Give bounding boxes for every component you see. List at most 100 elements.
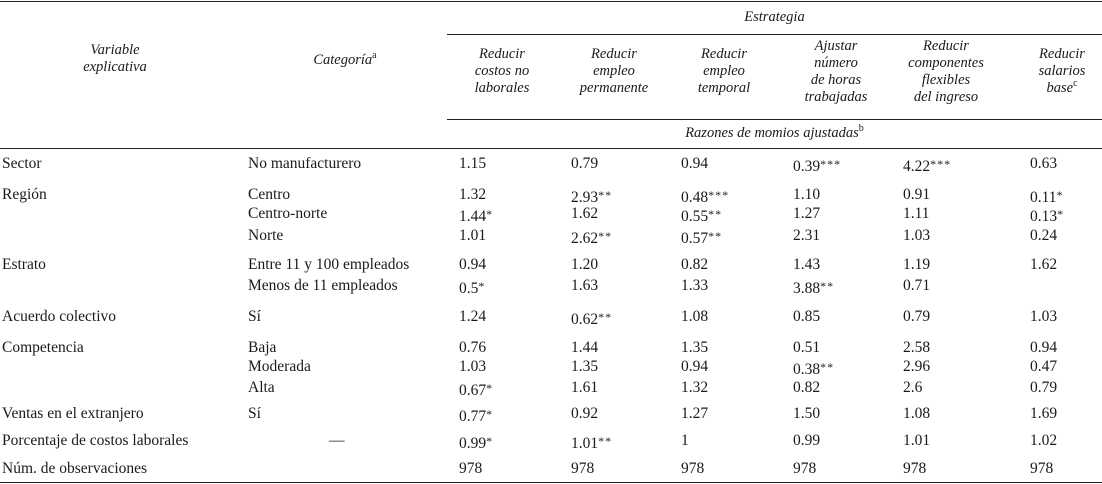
odds-ratio-value: 978: [1030, 460, 1054, 477]
value-cell: 978: [903, 459, 926, 479]
strategy-header-line: Reducir: [479, 46, 525, 62]
value-cell: 0.67*: [459, 378, 493, 401]
value-cell: 0.51: [793, 338, 820, 358]
odds-ratio-value: 1.02: [1030, 432, 1058, 449]
odds-ratio-value: 1.35: [681, 339, 709, 356]
value-cell: 2.6: [903, 378, 922, 398]
odds-ratio-value: 1.35: [571, 358, 599, 375]
variable-cell: Sector: [2, 155, 42, 172]
value-cell: 0.99: [793, 431, 820, 451]
value-cell: 1.02: [1030, 431, 1057, 451]
significance-stars: *: [486, 434, 494, 448]
odds-ratio-value: 0.91: [903, 186, 931, 203]
significance-stars: ***: [708, 188, 730, 202]
significance-stars: **: [820, 279, 835, 293]
odds-ratio-value: 0.38: [793, 361, 821, 378]
value-cell: 0.94: [681, 154, 708, 174]
odds-ratio-value: 0.99: [459, 435, 487, 452]
estrategia-rule: [447, 34, 1102, 35]
value-cell: 0.79: [903, 307, 930, 327]
value-cell: 0.48***: [681, 185, 729, 208]
strategy-header-line: basec: [1046, 78, 1078, 97]
category-cell: Sí: [248, 405, 261, 422]
odds-ratio-value: 978: [681, 460, 705, 477]
value-cell: 1.01: [903, 431, 930, 451]
strategy-header: Reducir empleo temporal: [664, 46, 784, 97]
significance-stars: *: [486, 407, 494, 421]
razones-header-text: Razones de momios ajustadas: [685, 125, 859, 141]
category-cell: Menos de 11 empleados: [248, 277, 398, 294]
strategy-header-line: número: [814, 55, 858, 71]
strategy-header-line: del ingreso: [913, 89, 979, 105]
significance-stars: **: [708, 229, 723, 243]
value-cell: 1.20: [571, 255, 598, 275]
category-cell: Centro-norte: [248, 205, 328, 222]
value-cell: 0.94: [681, 357, 708, 377]
strategy-header-line: Reducir: [923, 38, 969, 54]
strategy-header-line: costos no: [474, 63, 530, 79]
odds-ratio-value: 0.76: [459, 339, 487, 356]
value-cell: 0.99*: [459, 431, 493, 454]
odds-ratio-value: 1.11: [903, 205, 930, 222]
odds-ratio-value: 978: [571, 460, 595, 477]
value-cell: 1.24: [459, 307, 486, 327]
value-cell: 0.77*: [459, 404, 493, 427]
odds-ratio-value: 4.22: [903, 158, 931, 175]
value-cell: 1.08: [903, 404, 930, 424]
value-cell: 0.92: [571, 404, 598, 424]
odds-ratio-value: 1.62: [1030, 256, 1058, 273]
value-cell: 0.79: [571, 154, 598, 174]
odds-ratio-value: 1.61: [571, 379, 599, 396]
value-cell: 0.57**: [681, 226, 722, 249]
value-cell: 0.11*: [1030, 185, 1064, 208]
value-cell: 1.32: [681, 378, 708, 398]
strategy-header-rule: [447, 119, 1102, 120]
odds-ratio-value: 0.67: [459, 382, 487, 399]
value-cell: 1.15: [459, 154, 486, 174]
odds-ratio-value: 0.94: [681, 155, 709, 172]
value-cell: 1.35: [681, 338, 708, 358]
category-cell: —: [329, 432, 345, 449]
category-cell: Centro: [248, 186, 291, 203]
strategy-header-line: salarios: [1038, 63, 1086, 79]
value-cell: 1.11: [903, 204, 930, 224]
odds-ratio-value: 1.44: [571, 339, 599, 356]
odds-ratio-value: 1: [681, 432, 689, 449]
odds-ratio-value: 3.88: [793, 280, 821, 297]
value-cell: 0.91: [903, 185, 930, 205]
value-cell: 1: [681, 431, 689, 451]
strategy-header: Reducir costos no laborales: [442, 46, 562, 97]
variable-cell: Porcentaje de costos laborales: [2, 432, 189, 449]
value-cell: 1.03: [1030, 307, 1057, 327]
odds-ratio-value: 0.85: [793, 308, 821, 325]
significance-stars: *: [1057, 207, 1065, 221]
odds-ratio-value: 1.15: [459, 155, 487, 172]
bottom-rule: [0, 482, 1102, 483]
odds-ratio-value: 0.51: [793, 339, 821, 356]
significance-stars: **: [598, 310, 613, 324]
odds-ratio-value: 0.47: [1030, 358, 1058, 375]
value-cell: 0.5*: [459, 276, 485, 299]
category-cell: No manufacturero: [248, 155, 362, 172]
odds-ratio-value: 0.82: [793, 379, 821, 396]
value-cell: 3.88**: [793, 276, 834, 299]
value-cell: 0.39***: [793, 154, 841, 177]
strategy-header-line: empleo: [703, 63, 745, 79]
odds-ratio-value: 1.03: [459, 358, 487, 375]
value-cell: 1.27: [681, 404, 708, 424]
value-cell: 2.58: [903, 338, 930, 358]
odds-ratio-value: 0.13: [1030, 208, 1058, 225]
strategy-header-line: Reducir: [1039, 46, 1085, 62]
value-cell: 1.01: [459, 226, 486, 246]
razones-header: Razones de momios ajustadasb: [447, 124, 1102, 142]
odds-ratio-value: 1.03: [903, 227, 931, 244]
strategy-header-line: temporal: [697, 80, 751, 96]
odds-ratio-value: 0.71: [903, 277, 931, 294]
significance-stars: **: [598, 229, 613, 243]
value-cell: 0.47: [1030, 357, 1057, 377]
variable-column-header: Variable explicativa: [60, 42, 170, 76]
category-cell: Entre 11 y 100 empleados: [248, 256, 410, 273]
strategy-header-line: componentes: [908, 55, 984, 71]
value-cell: 1.44: [571, 338, 598, 358]
